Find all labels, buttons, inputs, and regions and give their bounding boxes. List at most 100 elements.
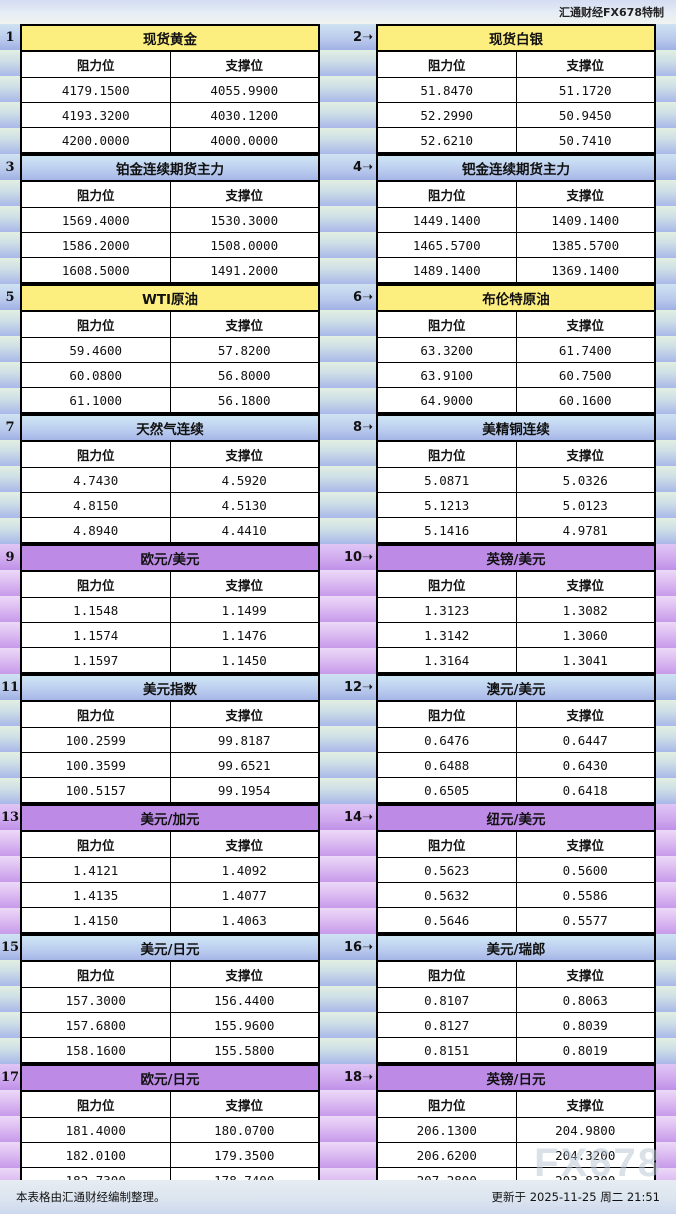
gutter-band [320,1142,376,1168]
gutter-band [656,154,676,180]
support-value: 156.4400 [214,992,275,1008]
support-value: 1.3060 [562,627,608,643]
row-gutter: 1 [0,24,20,154]
block-title: 美元/加元 [22,806,318,832]
row-gutter [656,24,676,154]
support-value: 1.1476 [221,627,267,643]
table-row: 63.3200 61.7400 [378,338,654,363]
row-gutter: 6➝ [320,284,376,414]
resistance-value: 52.6210 [378,128,517,152]
column-header-resistance: 阻力位 [22,832,171,857]
gutter-band [320,466,376,492]
gutter-band [320,596,376,622]
support-value: 0.6447 [562,732,608,748]
support-value: 4.5130 [221,497,267,513]
resistance-value: 4200.0000 [22,128,171,152]
table-row: 5.1416 4.9781 [378,518,654,542]
row-gutter [656,284,676,414]
resistance-value: 5.0871 [378,468,517,492]
support-value: 1.3041 [562,652,608,668]
table-row: 1.3123 1.3082 [378,598,654,623]
resistance-value: 59.4600 [22,338,171,362]
gutter-band [656,206,676,232]
resistance-value: 1.1574 [22,623,171,647]
block-column-headers: 阻力位 支撑位 [22,832,318,858]
gutter-band [0,128,20,154]
gutter-band [320,960,376,986]
table-row: 1.3164 1.3041 [378,648,654,672]
column-header-support: 支撑位 [566,318,604,333]
instrument-block: 美元/加元 阻力位 支撑位 1.4121 1.4092 1.4135 1.4077 1.415… [20,804,320,934]
instrument-block: 美精铜连续 阻力位 支撑位 5.0871 5.0326 5.1213 5.0123 5.141… [376,414,656,544]
resistance-value: 0.6488 [378,753,517,777]
block-title: 英镑/美元 [378,546,654,572]
table-row: 1.1597 1.1450 [22,648,318,672]
block-title: 美元指数 [22,676,318,702]
instrument-block: 钯金连续期货主力 阻力位 支撑位 1449.1400 1409.1400 1465.570… [376,154,656,284]
table-row: 0.6505 0.6418 [378,778,654,802]
gutter-band [0,50,20,76]
support-value: 0.5600 [562,862,608,878]
gutter-band [0,908,20,934]
block-column-headers: 阻力位 支撑位 [22,442,318,468]
column-header-support: 支撑位 [566,838,604,853]
resistance-value: 1465.5700 [378,233,517,257]
column-header-support: 支撑位 [566,708,604,723]
gutter-band [0,726,20,752]
resistance-value: 1586.2000 [22,233,171,257]
table-row: 4.7430 4.5920 [22,468,318,493]
resistance-value: 63.9100 [378,363,517,387]
column-header-support: 支撑位 [225,968,263,983]
block-column-headers: 阻力位 支撑位 [378,572,654,598]
column-header-resistance: 阻力位 [378,702,517,727]
block-index-marker: 11 [0,674,20,700]
block-title: 现货白银 [378,26,654,52]
gutter-band [320,570,376,596]
gutter-band [320,856,376,882]
gutter-band [656,180,676,206]
resistance-value: 0.5623 [378,858,517,882]
table-row: 59.4600 57.8200 [22,338,318,363]
support-value: 1369.1400 [551,262,620,278]
gutter-band [656,674,676,700]
row-gutter: 17 [0,1064,20,1194]
resistance-value: 1.4150 [22,908,171,932]
block-title: 美精铜连续 [378,416,654,442]
footer-credit: 本表格由汇通财经编制整理。 [16,1190,166,1204]
instrument-block: 天然气连续 阻力位 支撑位 4.7430 4.5920 4.8150 4.5130 4.894… [20,414,320,544]
block-index-marker: 15 [0,934,20,960]
gutter-band [656,960,676,986]
resistance-value: 1489.1400 [378,258,517,282]
table-row: 51.8470 51.1720 [378,78,654,103]
resistance-value: 64.9000 [378,388,517,412]
gutter-band [656,1038,676,1064]
table-row: 157.6800 155.9600 [22,1013,318,1038]
gutter-band [0,336,20,362]
table-row: 157.3000 156.4400 [22,988,318,1013]
gutter-band [0,388,20,414]
column-header-support: 支撑位 [225,708,263,723]
gutter-band [0,648,20,674]
resistance-value: 52.2990 [378,103,517,127]
row-gutter: 13 [0,804,20,934]
support-value: 0.6430 [562,757,608,773]
block-index-marker: 3 [0,154,20,180]
resistance-value: 1449.1400 [378,208,517,232]
table-row: 61.1000 56.1800 [22,388,318,412]
gutter-band [656,726,676,752]
row-gutter: 8➝ [320,414,376,544]
support-value: 56.1800 [217,392,271,408]
column-header-resistance: 阻力位 [22,442,171,467]
gutter-band [320,986,376,1012]
gutter-band [320,752,376,778]
table-row: 0.6476 0.6447 [378,728,654,753]
table-row: 1569.4000 1530.3000 [22,208,318,233]
block-index-marker: 14➝ [320,804,376,830]
row-gutter: 16➝ [320,934,376,1064]
gutter-band [656,1116,676,1142]
table-row: 1.1574 1.1476 [22,623,318,648]
column-header-resistance: 阻力位 [378,832,517,857]
gutter-band [656,414,676,440]
row-gutter [656,544,676,674]
gutter-band [0,596,20,622]
